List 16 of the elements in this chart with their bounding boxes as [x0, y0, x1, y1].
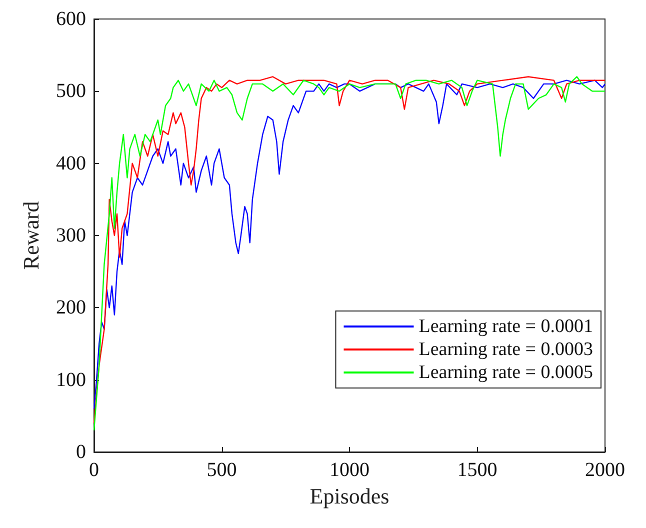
y-tick-label: 400 — [56, 152, 86, 174]
y-tick-label: 300 — [56, 224, 86, 246]
y-tick-label: 0 — [76, 441, 86, 463]
legend-label: Learning rate = 0.0003 — [418, 339, 593, 360]
y-tick-label: 500 — [56, 80, 86, 102]
y-tick-label: 200 — [56, 296, 86, 319]
x-tick-label: 1000 — [330, 459, 370, 481]
x-tick-label: 500 — [206, 459, 237, 481]
y-axis-title: Reward — [18, 201, 44, 270]
x-axis-title: Episodes — [310, 483, 390, 508]
x-tick-label: 1500 — [457, 459, 498, 481]
y-tick-label: 600 — [56, 8, 86, 30]
legend-label: Learning rate = 0.0001 — [418, 316, 593, 337]
y-tick-label: 100 — [56, 368, 86, 391]
x-tick-label: 2000 — [585, 459, 625, 481]
legend-label: Learning rate = 0.0005 — [418, 362, 593, 383]
